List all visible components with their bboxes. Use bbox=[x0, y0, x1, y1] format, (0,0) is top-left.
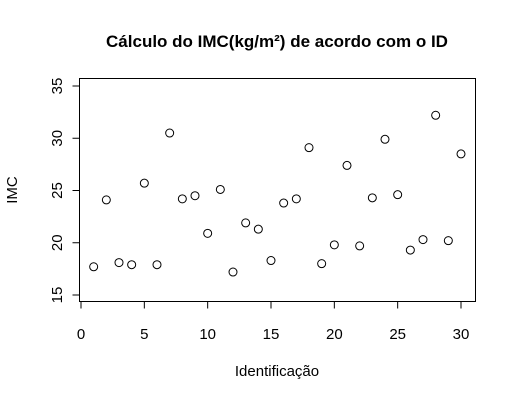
data-point bbox=[431, 110, 441, 120]
y-axis: 15 20 25 30 35 bbox=[49, 78, 80, 304]
data-point bbox=[139, 178, 149, 188]
data-point bbox=[456, 149, 466, 159]
y-tick-label: 35 bbox=[49, 78, 66, 95]
data-point bbox=[342, 160, 352, 170]
y-tick-label: 25 bbox=[49, 182, 66, 199]
data-points bbox=[89, 110, 466, 277]
data-point bbox=[329, 240, 339, 250]
data-point bbox=[317, 259, 327, 269]
data-point bbox=[101, 195, 111, 205]
data-point bbox=[89, 262, 99, 272]
data-point bbox=[266, 256, 276, 266]
data-point bbox=[418, 235, 428, 245]
data-point bbox=[177, 194, 187, 204]
data-point bbox=[443, 236, 453, 246]
data-point bbox=[152, 260, 162, 270]
y-tick-label: 15 bbox=[49, 287, 66, 304]
data-point bbox=[380, 134, 390, 144]
data-point bbox=[279, 198, 289, 208]
data-point bbox=[241, 218, 251, 228]
data-point bbox=[367, 193, 377, 203]
x-tick-label: 10 bbox=[199, 326, 216, 343]
x-tick-label: 20 bbox=[326, 326, 343, 343]
data-point bbox=[165, 128, 175, 138]
data-point bbox=[215, 184, 225, 194]
data-point bbox=[203, 228, 213, 238]
x-axis-label: Identificação bbox=[235, 363, 319, 380]
x-tick-label: 30 bbox=[453, 326, 470, 343]
data-point bbox=[114, 258, 124, 268]
x-tick-label: 25 bbox=[389, 326, 406, 343]
data-point bbox=[405, 245, 415, 255]
data-point bbox=[291, 194, 301, 204]
data-point bbox=[304, 143, 314, 153]
x-tick-label: 0 bbox=[77, 326, 85, 343]
y-tick-label: 30 bbox=[49, 130, 66, 147]
x-tick-label: 15 bbox=[263, 326, 280, 343]
y-axis-label: IMC bbox=[4, 176, 21, 204]
y-tick-label: 20 bbox=[49, 234, 66, 251]
data-point bbox=[355, 241, 365, 251]
data-point bbox=[127, 260, 137, 270]
data-point bbox=[393, 190, 403, 200]
data-point bbox=[228, 267, 238, 277]
plot-frame bbox=[79, 78, 476, 302]
data-point bbox=[190, 191, 200, 201]
chart-title: Cálculo do IMC(kg/m²) de acordo com o ID bbox=[106, 32, 448, 51]
data-point bbox=[253, 224, 263, 234]
x-tick-label: 5 bbox=[140, 326, 148, 343]
x-axis: 0 5 10 15 20 25 30 bbox=[77, 301, 470, 343]
